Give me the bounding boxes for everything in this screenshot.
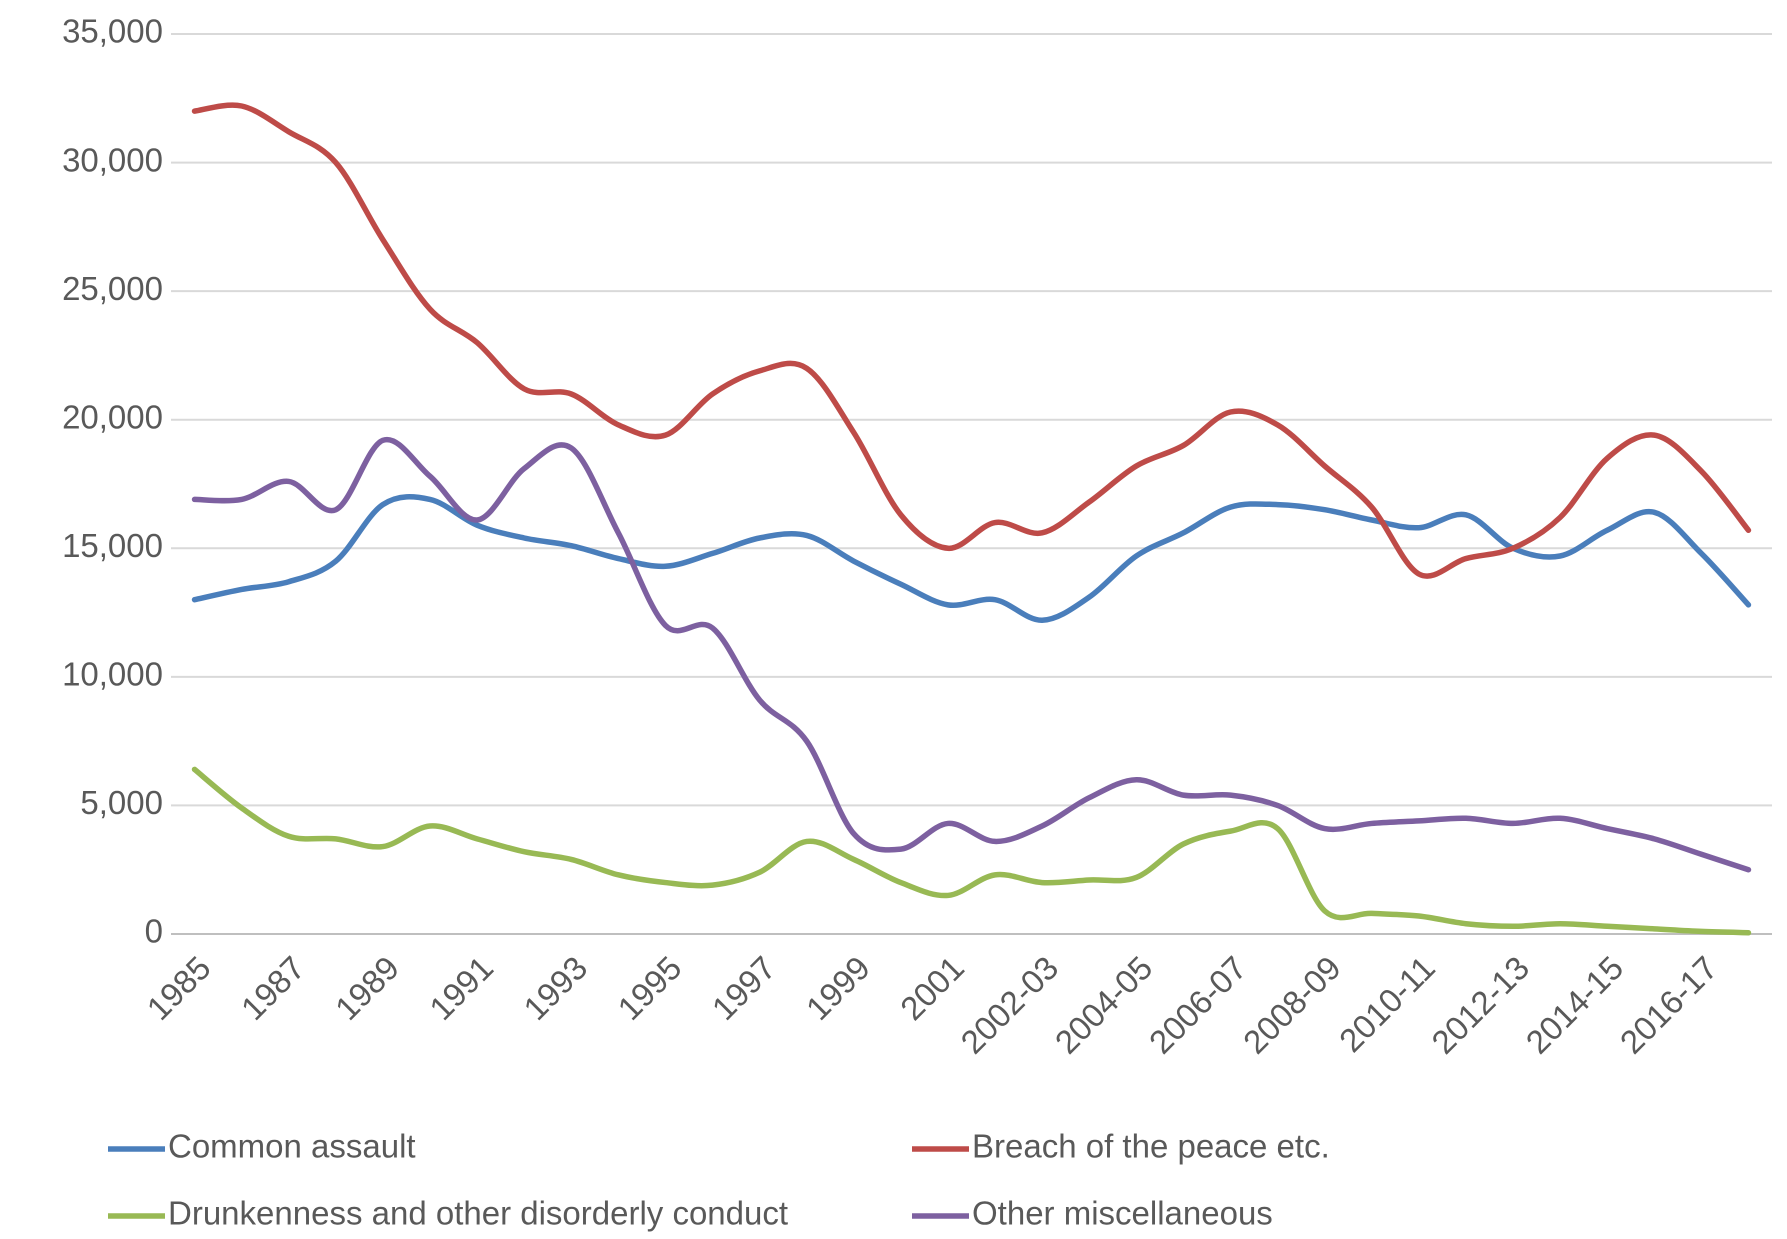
x-tick-label: 2002-03 (953, 949, 1065, 1061)
legend-label: Other miscellaneous (972, 1195, 1273, 1232)
x-tick-label: 2006-07 (1142, 949, 1254, 1061)
x-tick-label: 1985 (140, 949, 218, 1027)
legend-label: Breach of the peace etc. (972, 1128, 1330, 1165)
x-tick-label: 2008-09 (1236, 949, 1348, 1061)
y-tick-label: 0 (145, 913, 163, 950)
series-line (191, 494, 1752, 624)
x-tick-label: 1989 (328, 949, 406, 1027)
x-tick-label: 1995 (610, 949, 688, 1027)
y-tick-label: 10,000 (62, 656, 163, 693)
series-line (191, 766, 1752, 936)
x-tick-label: 1991 (422, 949, 500, 1027)
x-tick-label: 2012-13 (1424, 949, 1536, 1061)
x-tick-label: 1999 (799, 949, 877, 1027)
x-tick-label: 1993 (516, 949, 594, 1027)
series-line (191, 102, 1752, 579)
x-tick-label: 1987 (234, 949, 312, 1027)
series-line (191, 436, 1752, 873)
y-tick-label: 20,000 (62, 398, 163, 435)
x-tick-label: 2004-05 (1048, 949, 1160, 1061)
y-tick-label: 25,000 (62, 270, 163, 307)
x-tick-label: 2010-11 (1332, 949, 1442, 1059)
legend-label: Drunkenness and other disorderly conduct (168, 1195, 788, 1232)
legend-label: Common assault (168, 1128, 416, 1165)
x-tick-label: 2016-17 (1613, 949, 1725, 1061)
x-tick-label: 2014-15 (1519, 949, 1631, 1061)
x-tick-label: 1997 (705, 949, 783, 1027)
y-tick-label: 5,000 (80, 784, 163, 821)
y-tick-label: 35,000 (62, 13, 163, 50)
y-tick-label: 30,000 (62, 141, 163, 178)
y-tick-label: 15,000 (62, 527, 163, 564)
x-tick-label: 2001 (893, 949, 971, 1027)
